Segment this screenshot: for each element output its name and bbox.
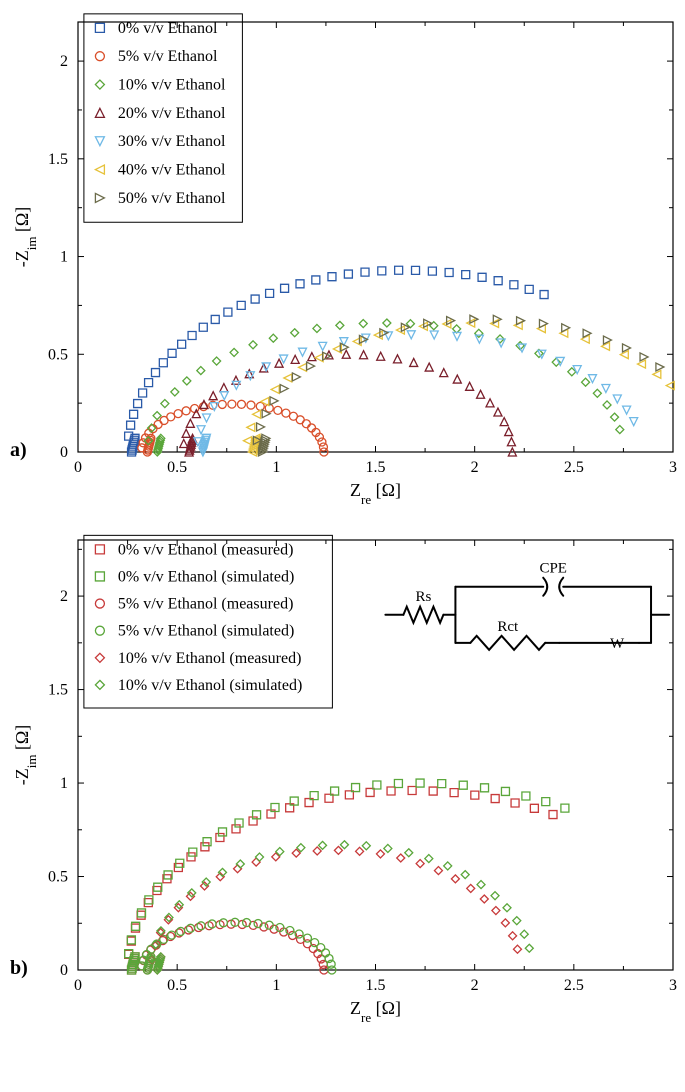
svg-text:CPE: CPE bbox=[539, 561, 567, 577]
legend-label: 0% v/v Ethanol bbox=[118, 20, 218, 37]
svg-text:1.5: 1.5 bbox=[366, 459, 386, 476]
panel-tag: a) bbox=[10, 439, 27, 461]
panel-b: 0 0.5 1 1.5 2 2.5 3 0 0.5 1 1.5 2 Zre [Ω] -Zim [Ω] 0% … bbox=[0, 528, 685, 1028]
x-axis-label: Zre [Ω] bbox=[350, 480, 401, 507]
y-axis-label: -Zim [Ω] bbox=[12, 725, 39, 786]
svg-text:2: 2 bbox=[471, 977, 479, 994]
legend-label: 0% v/v Ethanol (measured) bbox=[118, 541, 294, 558]
legend-label: 30% v/v Ethanol bbox=[118, 133, 226, 150]
svg-text:2.5: 2.5 bbox=[564, 459, 584, 476]
svg-text:1: 1 bbox=[272, 459, 280, 476]
svg-text:1.5: 1.5 bbox=[366, 977, 386, 994]
svg-text:1.5: 1.5 bbox=[48, 682, 68, 699]
svg-text:1: 1 bbox=[60, 249, 68, 266]
legend-label: 0% v/v Ethanol (simulated) bbox=[118, 568, 294, 585]
legend-label: 5% v/v Ethanol (measured) bbox=[118, 596, 294, 613]
legend-label: 5% v/v Ethanol bbox=[118, 48, 218, 65]
svg-text:Rs: Rs bbox=[415, 589, 431, 605]
svg-text:1: 1 bbox=[272, 977, 280, 994]
svg-text:W: W bbox=[610, 636, 625, 652]
svg-text:0: 0 bbox=[60, 444, 68, 461]
svg-text:0: 0 bbox=[74, 977, 82, 994]
svg-text:1: 1 bbox=[60, 775, 68, 792]
svg-text:0: 0 bbox=[60, 962, 68, 979]
svg-text:0: 0 bbox=[74, 459, 82, 476]
svg-text:3: 3 bbox=[669, 977, 677, 994]
svg-text:0.5: 0.5 bbox=[167, 459, 187, 476]
chart-svg: 0 0.5 1 1.5 2 2.5 3 0 0.5 1 1.5 2 Zre [Ω] -Zim [Ω] 0% … bbox=[0, 10, 685, 510]
legend-label: 5% v/v Ethanol (simulated) bbox=[118, 623, 294, 640]
svg-text:0.5: 0.5 bbox=[48, 869, 68, 886]
legend-label: 40% v/v Ethanol bbox=[118, 162, 226, 179]
legend-label: 20% v/v Ethanol bbox=[118, 105, 226, 122]
svg-text:1.5: 1.5 bbox=[48, 151, 68, 168]
y-axis-label: -Zim [Ω] bbox=[12, 207, 39, 268]
svg-text:2: 2 bbox=[60, 53, 68, 70]
panel-a: 0 0.5 1 1.5 2 2.5 3 0 0.5 1 1.5 2 Zre [Ω] -Zim [Ω] 0% … bbox=[0, 10, 685, 510]
legend-label: 10% v/v Ethanol (measured) bbox=[118, 650, 302, 667]
svg-text:2: 2 bbox=[60, 588, 68, 605]
svg-text:0.5: 0.5 bbox=[48, 346, 68, 363]
chart-svg: 0 0.5 1 1.5 2 2.5 3 0 0.5 1 1.5 2 Zre [Ω] -Zim [Ω] 0% … bbox=[0, 528, 685, 1028]
panel-tag: b) bbox=[10, 957, 28, 979]
legend-label: 10% v/v Ethanol (simulated) bbox=[118, 677, 302, 694]
legend-label: 10% v/v Ethanol bbox=[118, 77, 226, 94]
x-axis-label: Zre [Ω] bbox=[350, 998, 401, 1025]
svg-text:3: 3 bbox=[669, 459, 677, 476]
svg-text:0.5: 0.5 bbox=[167, 977, 187, 994]
legend-label: 50% v/v Ethanol bbox=[118, 190, 226, 207]
svg-text:2.5: 2.5 bbox=[564, 977, 584, 994]
svg-text:2: 2 bbox=[471, 459, 479, 476]
figure-wrapper: 0 0.5 1 1.5 2 2.5 3 0 0.5 1 1.5 2 Zre [Ω] -Zim [Ω] 0% … bbox=[0, 0, 685, 1056]
svg-text:Rct: Rct bbox=[497, 619, 519, 635]
